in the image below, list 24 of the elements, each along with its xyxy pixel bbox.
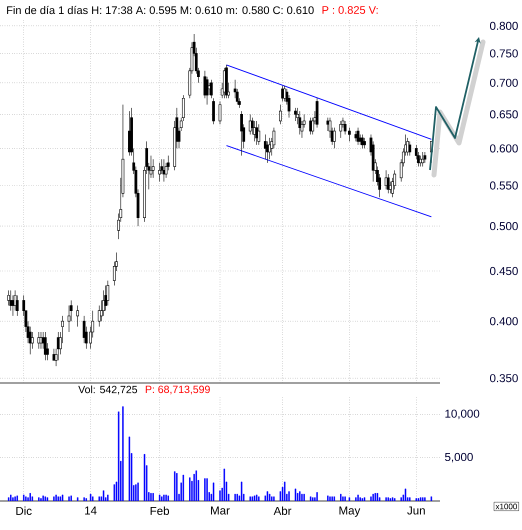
y-tick-label: 0.600: [490, 144, 518, 152]
y-tick-label: 5,000: [444, 452, 473, 462]
y-tick-label: 0.650: [490, 110, 518, 118]
x-tick-label: 14: [85, 506, 97, 514]
chart-subtitle: P : 0.825 V:: [322, 6, 378, 14]
chart-title: Fin de día 1 días H: 17:38 A: 0.595 M: 0.610 m: 0.580 C: 0.610: [7, 6, 314, 14]
y-tick-label: 0.500: [490, 222, 518, 230]
y-tick-label: 0.750: [490, 49, 518, 58]
chart-title: Vol: 542,725: [78, 386, 138, 394]
y-tick-label: 0.350: [490, 374, 518, 382]
y-tick-label: 0.700: [490, 78, 518, 87]
x-tick-label: Mar: [211, 506, 230, 515]
chart-subtitle: P: 68,713,599: [146, 386, 210, 394]
x-tick-label: Feb: [150, 506, 170, 515]
text: x1000: [496, 504, 517, 510]
y-tick-label: 0.550: [490, 181, 518, 190]
x-tick-label: Jun: [407, 506, 425, 515]
y-tick-label: 0.450: [490, 266, 518, 276]
y-tick-label: 0.400: [490, 317, 518, 326]
x-tick-label: May: [339, 506, 360, 517]
y-tick-label: 10,000: [445, 410, 480, 420]
x-tick-label: Dic: [16, 506, 32, 515]
y-tick-label: 0.800: [490, 22, 518, 30]
x-tick-label: Abr: [274, 506, 292, 515]
